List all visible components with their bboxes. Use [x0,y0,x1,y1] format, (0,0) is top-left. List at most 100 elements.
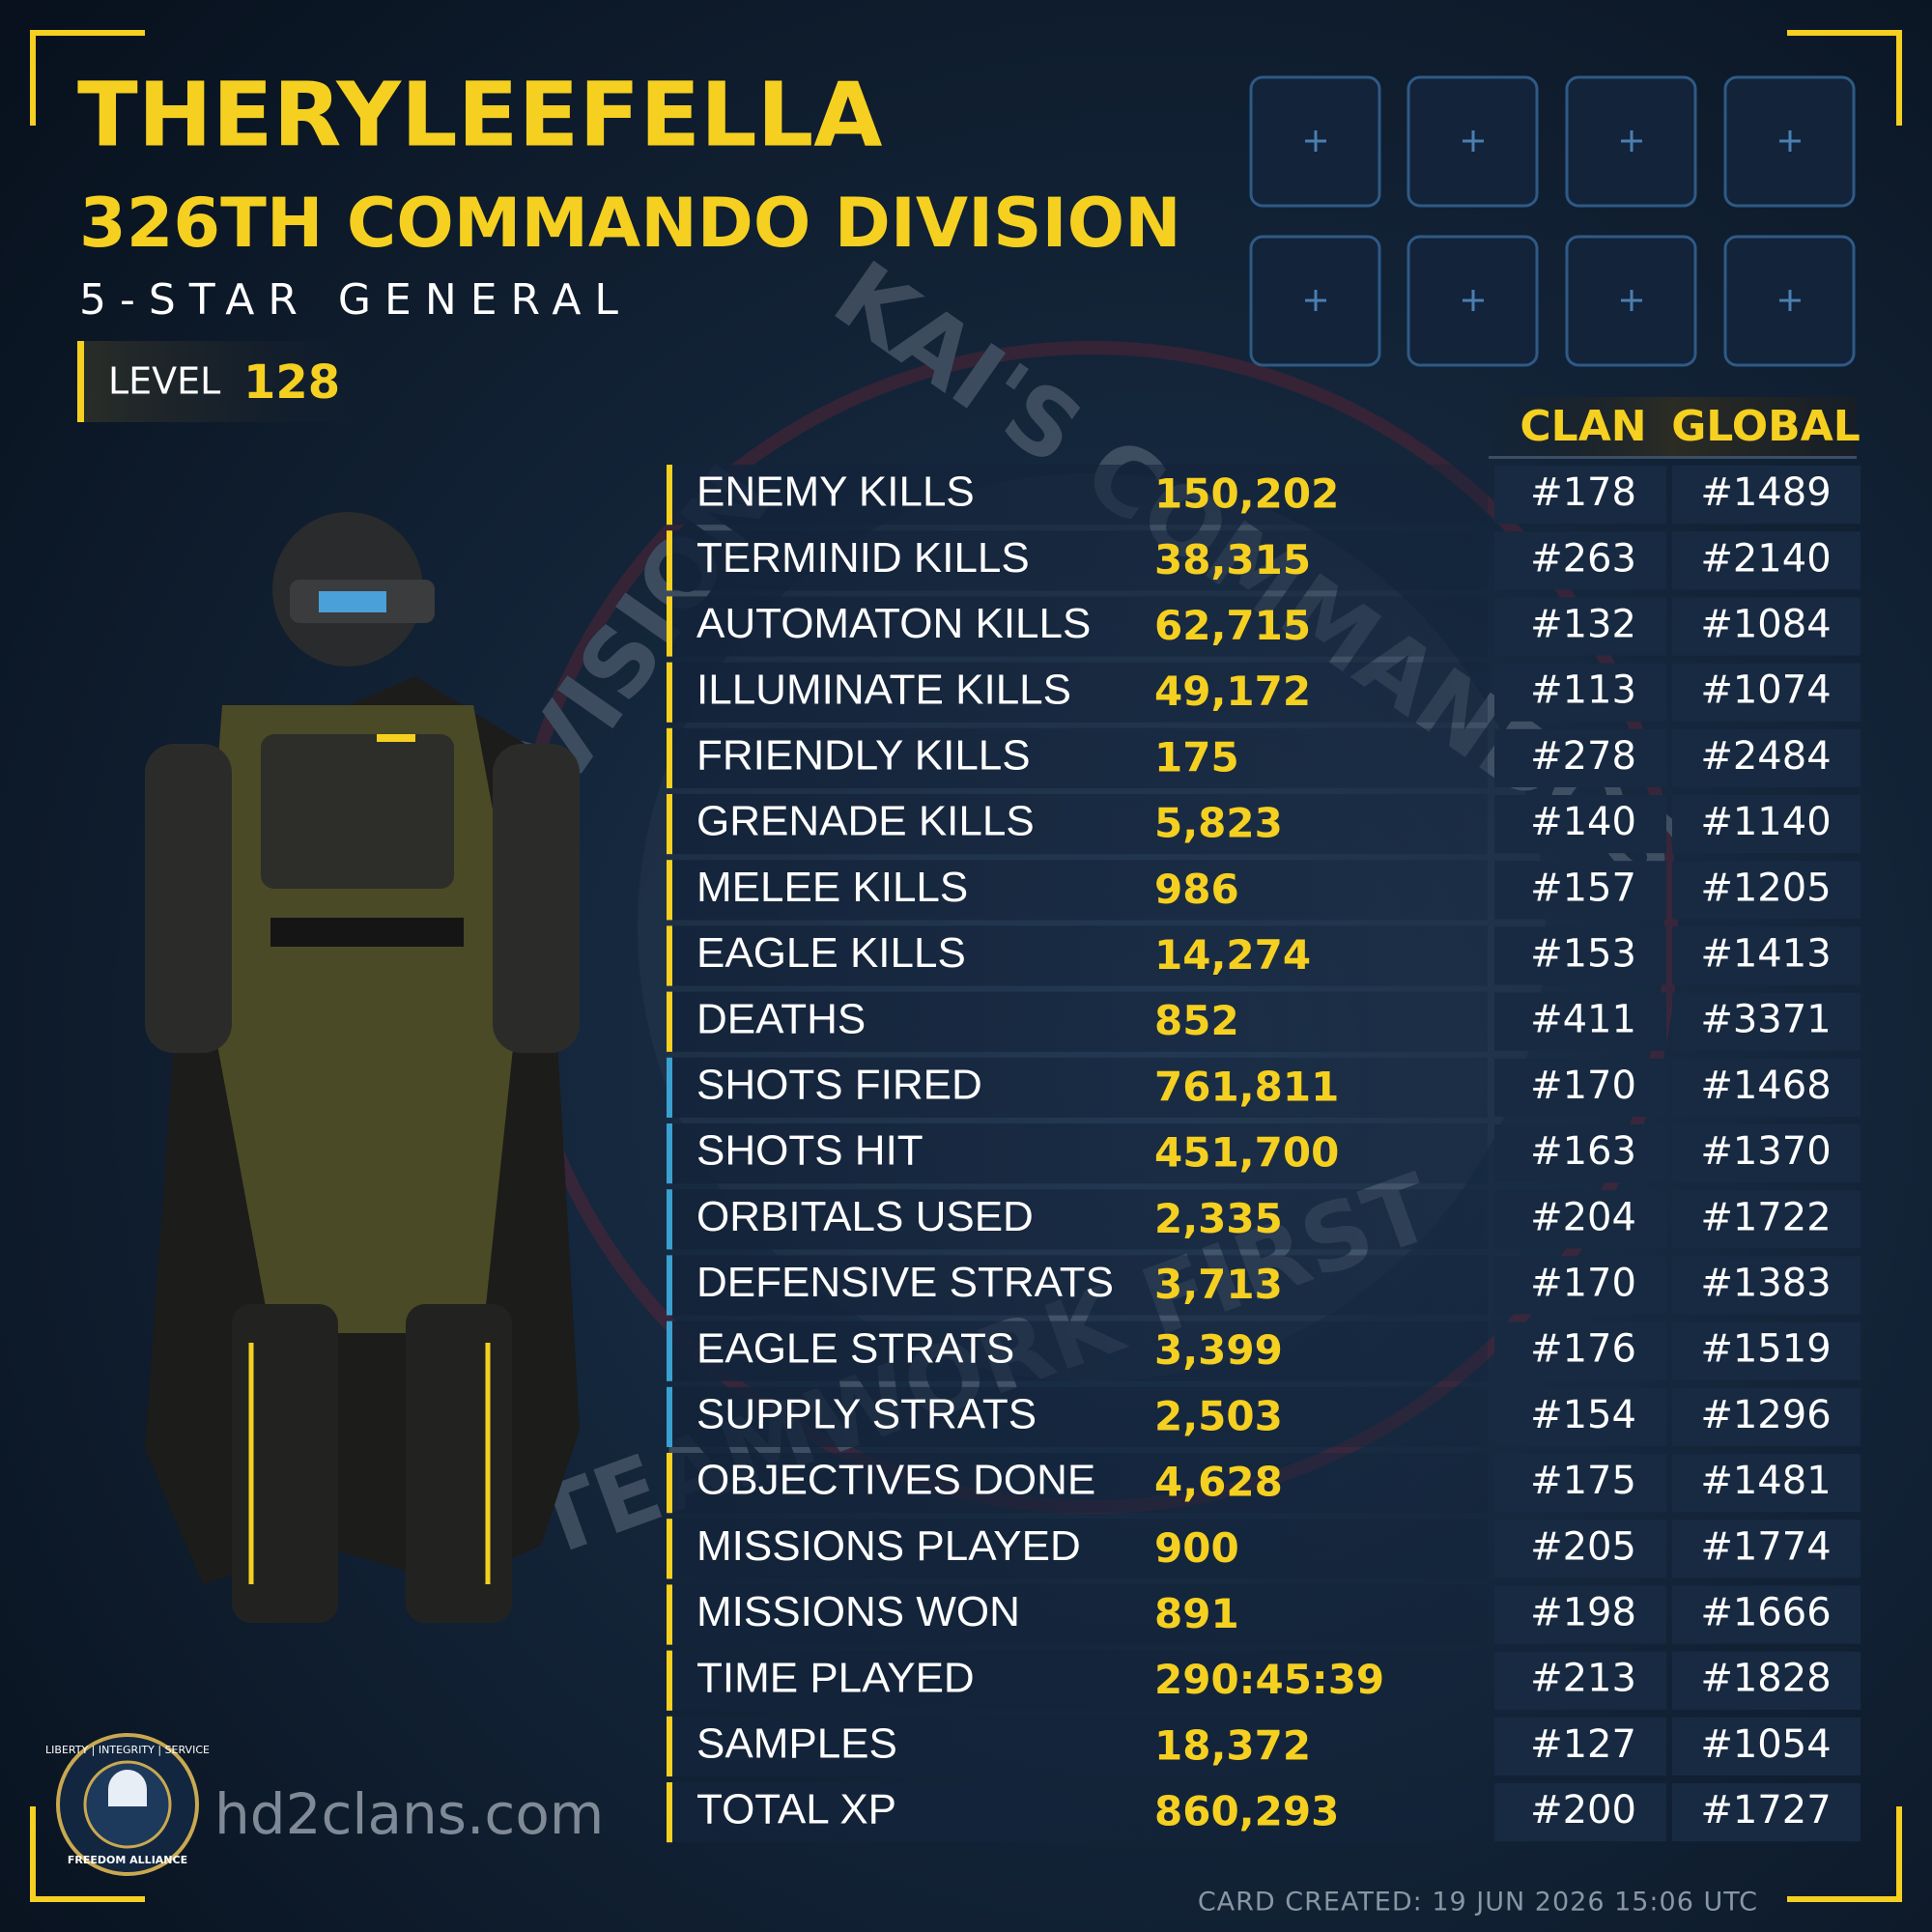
rank-title: 5-STAR GENERAL [79,275,632,325]
rank-cell [1494,1651,1666,1710]
stat-value: 2,335 [1154,1195,1283,1242]
division: 326TH COMMANDO DIVISION [79,184,1181,263]
stat-value: 900 [1154,1524,1239,1572]
global-rank: #1140 [1700,800,1831,844]
arm [493,744,580,1053]
stat-value: 5,823 [1154,800,1283,847]
rank-cell [1494,1387,1666,1446]
row-accent [667,1782,672,1843]
rank-cell [1494,531,1666,590]
rank-cell [1672,1058,1861,1117]
leg-stripe [248,1343,491,1584]
created-date: CARD CREATED: 19 JUN 2026 15:06 UTC [1198,1888,1758,1918]
rank-cell [1672,861,1861,920]
clan-rank: #278 [1530,734,1636,779]
global-rank: #1519 [1700,1327,1831,1372]
rank-cell [1494,1058,1666,1117]
stat-value: 3,713 [1154,1261,1283,1308]
corner-brackets [30,30,1902,1902]
row-bg [667,596,1488,657]
stat-label: MISSIONS WON [696,1588,1020,1635]
slot-plus [1305,130,1326,152]
rank-cell [1672,663,1861,722]
global-rank: #2140 [1700,536,1831,581]
row-accent [667,794,672,855]
level-value: 128 [243,355,340,410]
slot-plus [1621,290,1642,311]
clan-rank: #154 [1530,1393,1636,1437]
logo-text: FREEDOM ALLIANCE [68,1854,187,1866]
stat-value: 891 [1154,1590,1239,1637]
slot-plus [1305,290,1326,311]
rank-cell [1672,1321,1861,1380]
clan-rank: #153 [1530,932,1636,977]
row-bg [667,662,1488,723]
global-rank: #1205 [1700,866,1831,910]
global-rank: #1828 [1700,1657,1831,1701]
stat-value: 451,700 [1154,1129,1339,1177]
rank-cell [1672,1717,1861,1776]
stat-label: SHOTS FIRED [696,1062,982,1109]
row-bg [667,1716,1488,1776]
table-header-bg [1489,397,1857,458]
global-rank: #1383 [1700,1262,1831,1306]
soldier [145,512,580,1623]
rank-cell [1494,466,1666,525]
rank-cell [1672,1256,1861,1315]
slot-plus [1779,290,1801,311]
global-rank: #1413 [1700,932,1831,977]
stat-label: ILLUMINATE KILLS [696,666,1071,713]
row-bg [667,727,1488,788]
visor-glass [319,591,386,612]
clan-rank: #176 [1530,1327,1636,1372]
row-bg [667,530,1488,591]
row-accent [667,1123,672,1184]
slot-plus [1463,290,1484,311]
clan-rank: #132 [1530,603,1636,647]
logo-text: LIBERTY | INTEGRITY | SERVICE [45,1744,210,1756]
level-box [77,341,367,422]
stat-label: TOTAL XP [696,1786,896,1833]
stat-label: OBJECTIVES DONE [696,1457,1095,1504]
rank-cell [1494,1256,1666,1315]
rank-cell [1672,926,1861,985]
leg [232,1304,338,1623]
armor-stripe [377,734,415,742]
row-accent [667,1386,672,1447]
stat-label: AUTOMATON KILLS [696,600,1091,647]
stat-label: FRIENDLY KILLS [696,732,1031,780]
rank-cell [1494,1321,1666,1380]
stat-value: 175 [1154,733,1239,781]
row-bg [667,925,1488,986]
stat-label: SHOTS HIT [696,1127,923,1175]
rank-cell [1672,1387,1861,1446]
slot-plus [1463,130,1484,152]
global-rank: #1054 [1700,1722,1831,1767]
row-accent [667,596,672,657]
clan-rank: #178 [1530,470,1636,515]
rank-cell [1672,1520,1861,1578]
global-rank: #2484 [1700,734,1831,779]
clan-rank: #163 [1530,1129,1636,1174]
stat-label: GRENADE KILLS [696,798,1035,845]
rank-cell [1494,1124,1666,1183]
clan-rank: #198 [1530,1591,1636,1635]
row-accent [667,925,672,986]
rank-cell [1672,1783,1861,1842]
row-accent [667,1189,672,1250]
rank-cell [1494,1454,1666,1513]
rank-cell [1672,1124,1861,1183]
slot-plus [1779,130,1801,152]
row-bg [667,1519,1488,1579]
stat-label: TERMINID KILLS [696,534,1030,582]
stat-label: MELEE KILLS [696,864,968,911]
clan-rank: #113 [1530,668,1636,713]
stat-label: DEFENSIVE STRATS [696,1259,1114,1306]
clan-rank: #205 [1530,1524,1636,1569]
global-rank: #1489 [1700,470,1831,515]
logo: LIBERTY | INTEGRITY | SERVICE FREEDOM AL… [45,1733,210,1876]
row-bg [667,1386,1488,1447]
level-accent [77,341,84,422]
stat-label: ENEMY KILLS [696,469,975,516]
clan-rank: #170 [1530,1262,1636,1306]
